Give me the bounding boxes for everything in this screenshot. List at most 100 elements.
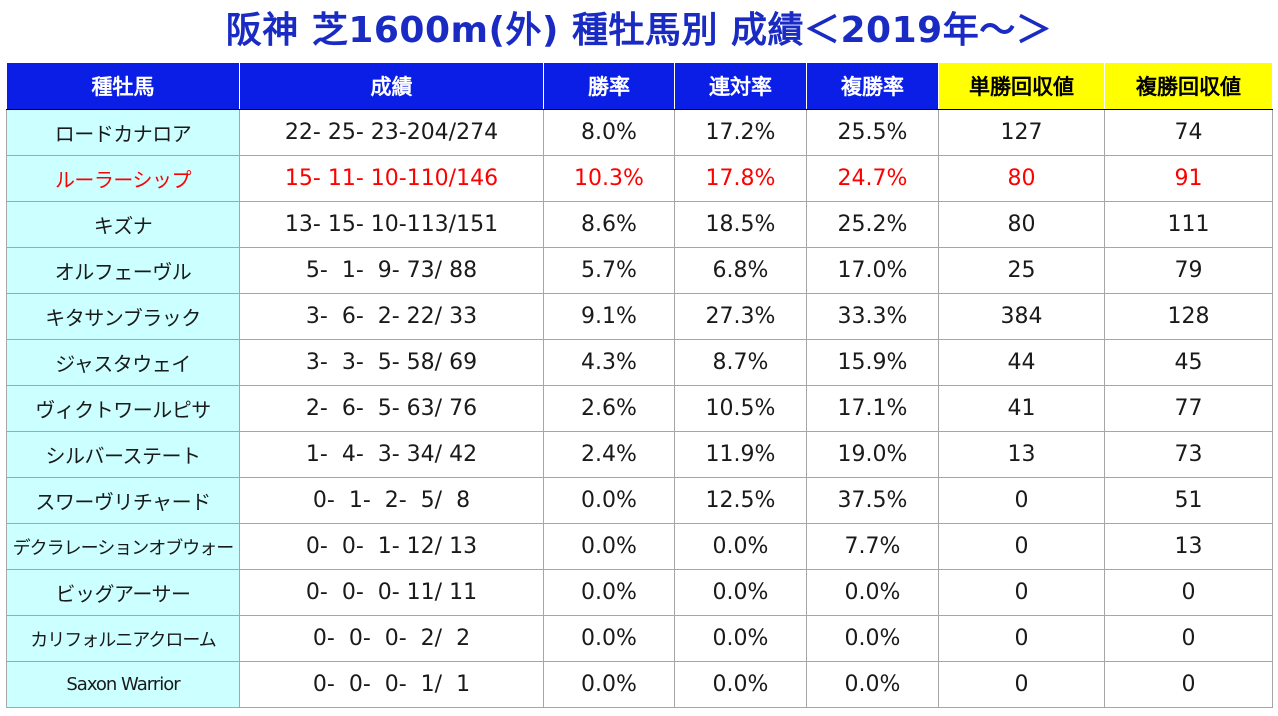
- quinella-rate-cell: 12.5%: [674, 477, 807, 524]
- sire-name-cell: デクラレーションオブウォー: [6, 523, 240, 570]
- table-row: キズナ 13- 15- 10-113/151 8.6% 18.5% 25.2% 80 111: [6, 201, 1273, 248]
- win-return-cell: 44: [938, 339, 1105, 386]
- table-row: ルーラーシップ 15- 11- 10-110/146 10.3% 17.8% 24.7%…: [6, 155, 1273, 202]
- show-rate-cell: 25.2%: [806, 201, 939, 248]
- sire-stats-table: 種牡馬 成績 勝率 連対率 複勝率 単勝回収値 複勝回収値 ロードカナロア 22-…: [6, 62, 1273, 708]
- record-cell: 15- 11- 10-110/146: [239, 155, 544, 202]
- win-return-cell: 13: [938, 431, 1105, 478]
- sire-name-cell: オルフェーヴル: [6, 247, 240, 294]
- show-return-cell: 0: [1104, 661, 1273, 708]
- show-return-cell: 73: [1104, 431, 1273, 478]
- record-cell: 3- 6- 2- 22/ 33: [239, 293, 544, 340]
- show-return-cell: 74: [1104, 109, 1273, 156]
- win-rate-cell: 5.7%: [543, 247, 675, 294]
- show-rate-cell: 0.0%: [806, 615, 939, 662]
- show-rate-cell: 37.5%: [806, 477, 939, 524]
- win-return-cell: 0: [938, 523, 1105, 570]
- quinella-rate-cell: 27.3%: [674, 293, 807, 340]
- show-rate-cell: 0.0%: [806, 661, 939, 708]
- sire-name-cell: ルーラーシップ: [6, 155, 240, 202]
- quinella-rate-cell: 6.8%: [674, 247, 807, 294]
- record-cell: 5- 1- 9- 73/ 88: [239, 247, 544, 294]
- header-show-rate: 複勝率: [806, 62, 939, 110]
- table-row: Saxon Warrior 0- 0- 0- 1/ 1 0.0% 0.0% 0.0% 0 0: [6, 661, 1273, 708]
- show-rate-cell: 17.0%: [806, 247, 939, 294]
- record-cell: 0- 0- 0- 1/ 1: [239, 661, 544, 708]
- quinella-rate-cell: 11.9%: [674, 431, 807, 478]
- record-cell: 13- 15- 10-113/151: [239, 201, 544, 248]
- quinella-rate-cell: 0.0%: [674, 569, 807, 616]
- header-quinella-rate: 連対率: [674, 62, 807, 110]
- sire-name-cell: キタサンブラック: [6, 293, 240, 340]
- sire-name-cell: Saxon Warrior: [6, 661, 240, 708]
- table-row: ロードカナロア 22- 25- 23-204/274 8.0% 17.2% 25.5% 1…: [6, 109, 1273, 156]
- sire-name-cell: カリフォルニアクローム: [6, 615, 240, 662]
- record-cell: 0- 0- 1- 12/ 13: [239, 523, 544, 570]
- sire-name-cell: ビッグアーサー: [6, 569, 240, 616]
- show-return-cell: 128: [1104, 293, 1273, 340]
- win-rate-cell: 0.0%: [543, 523, 675, 570]
- show-rate-cell: 0.0%: [806, 569, 939, 616]
- sire-name-cell: スワーヴリチャード: [6, 477, 240, 524]
- show-return-cell: 51: [1104, 477, 1273, 524]
- show-return-cell: 45: [1104, 339, 1273, 386]
- win-return-cell: 25: [938, 247, 1105, 294]
- table-row: デクラレーションオブウォー 0- 0- 1- 12/ 13 0.0% 0.0% 7.7%…: [6, 523, 1273, 570]
- table-row: スワーヴリチャード 0- 1- 2- 5/ 8 0.0% 12.5% 37.5% 0 51: [6, 477, 1273, 524]
- win-return-cell: 384: [938, 293, 1105, 340]
- win-rate-cell: 2.6%: [543, 385, 675, 432]
- show-return-cell: 0: [1104, 615, 1273, 662]
- show-rate-cell: 7.7%: [806, 523, 939, 570]
- win-rate-cell: 4.3%: [543, 339, 675, 386]
- quinella-rate-cell: 8.7%: [674, 339, 807, 386]
- header-win-rate: 勝率: [543, 62, 675, 110]
- win-return-cell: 127: [938, 109, 1105, 156]
- table-header-row: 種牡馬 成績 勝率 連対率 複勝率 単勝回収値 複勝回収値: [6, 62, 1273, 110]
- show-return-cell: 13: [1104, 523, 1273, 570]
- win-return-cell: 0: [938, 477, 1105, 524]
- win-return-cell: 80: [938, 155, 1105, 202]
- win-rate-cell: 8.6%: [543, 201, 675, 248]
- win-return-cell: 41: [938, 385, 1105, 432]
- win-rate-cell: 2.4%: [543, 431, 675, 478]
- show-return-cell: 111: [1104, 201, 1273, 248]
- table-row: カリフォルニアクローム 0- 0- 0- 2/ 2 0.0% 0.0% 0.0% 0 0: [6, 615, 1273, 662]
- show-rate-cell: 17.1%: [806, 385, 939, 432]
- record-cell: 3- 3- 5- 58/ 69: [239, 339, 544, 386]
- record-cell: 0- 0- 0- 2/ 2: [239, 615, 544, 662]
- table-row: オルフェーヴル 5- 1- 9- 73/ 88 5.7% 6.8% 17.0% 25 79: [6, 247, 1273, 294]
- win-rate-cell: 0.0%: [543, 661, 675, 708]
- quinella-rate-cell: 18.5%: [674, 201, 807, 248]
- header-show-return: 複勝回収値: [1104, 62, 1273, 110]
- record-cell: 2- 6- 5- 63/ 76: [239, 385, 544, 432]
- record-cell: 22- 25- 23-204/274: [239, 109, 544, 156]
- show-rate-cell: 25.5%: [806, 109, 939, 156]
- header-sire: 種牡馬: [6, 62, 240, 110]
- header-record: 成績: [239, 62, 544, 110]
- sire-name-cell: ロードカナロア: [6, 109, 240, 156]
- show-return-cell: 0: [1104, 569, 1273, 616]
- table-row: キタサンブラック 3- 6- 2- 22/ 33 9.1% 27.3% 33.3% 384…: [6, 293, 1273, 340]
- win-return-cell: 80: [938, 201, 1105, 248]
- show-return-cell: 79: [1104, 247, 1273, 294]
- quinella-rate-cell: 0.0%: [674, 661, 807, 708]
- table-row: ジャスタウェイ 3- 3- 5- 58/ 69 4.3% 8.7% 15.9% 44 45: [6, 339, 1273, 386]
- quinella-rate-cell: 0.0%: [674, 523, 807, 570]
- win-rate-cell: 0.0%: [543, 615, 675, 662]
- win-rate-cell: 9.1%: [543, 293, 675, 340]
- quinella-rate-cell: 17.8%: [674, 155, 807, 202]
- quinella-rate-cell: 17.2%: [674, 109, 807, 156]
- sire-name-cell: キズナ: [6, 201, 240, 248]
- page-title: 阪神 芝1600m(外) 種牡馬別 成績＜2019年～＞: [225, 10, 1053, 51]
- quinella-rate-cell: 10.5%: [674, 385, 807, 432]
- show-return-cell: 91: [1104, 155, 1273, 202]
- table-row: ヴィクトワールピサ 2- 6- 5- 63/ 76 2.6% 10.5% 17.1% 41…: [6, 385, 1273, 432]
- win-rate-cell: 0.0%: [543, 477, 675, 524]
- record-cell: 0- 1- 2- 5/ 8: [239, 477, 544, 524]
- show-rate-cell: 24.7%: [806, 155, 939, 202]
- sire-name-cell: シルバーステート: [6, 431, 240, 478]
- quinella-rate-cell: 0.0%: [674, 615, 807, 662]
- table-row: ビッグアーサー 0- 0- 0- 11/ 11 0.0% 0.0% 0.0% 0 0: [6, 569, 1273, 616]
- header-win-return: 単勝回収値: [938, 62, 1105, 110]
- win-rate-cell: 10.3%: [543, 155, 675, 202]
